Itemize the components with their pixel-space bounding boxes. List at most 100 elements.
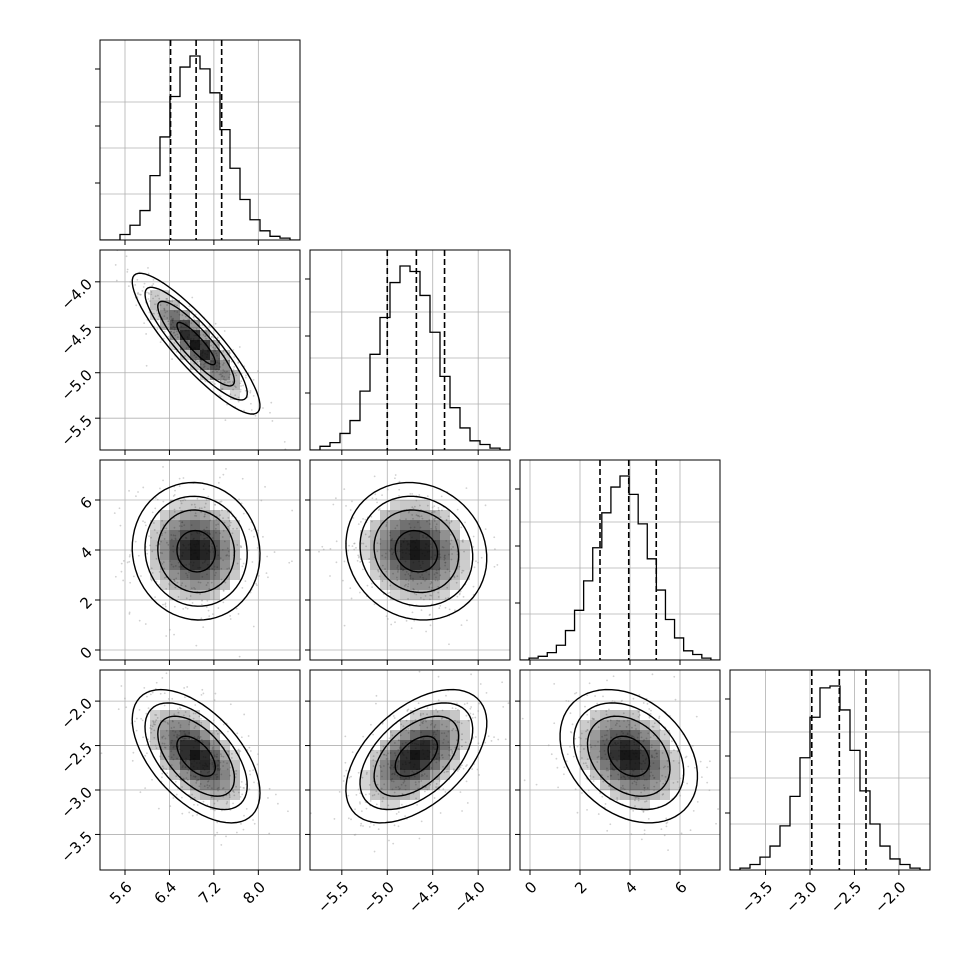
scatter-point <box>465 780 468 783</box>
scatter-point <box>623 788 626 791</box>
density-cell <box>450 520 460 530</box>
scatter-point <box>397 786 400 788</box>
scatter-point <box>237 791 240 794</box>
scatter-point <box>715 822 717 825</box>
scatter-point <box>226 370 228 373</box>
scatter-point <box>517 674 519 676</box>
scatter-point <box>202 692 205 695</box>
scatter-point <box>164 737 167 740</box>
scatter-point <box>447 515 450 518</box>
scatter-point <box>662 766 665 769</box>
scatter-point <box>586 713 589 716</box>
density-cell <box>220 360 230 370</box>
density-cell <box>430 530 440 540</box>
scatter-point <box>151 778 153 781</box>
scatter-point <box>594 710 597 713</box>
scatter-point <box>222 795 225 798</box>
density-cell <box>360 780 370 790</box>
density-cell <box>610 750 620 760</box>
scatter-point <box>161 552 164 555</box>
scatter-point <box>411 506 414 509</box>
scatter-point <box>343 624 346 627</box>
scatter-point <box>149 724 152 727</box>
scatter-point <box>173 493 176 496</box>
density-cell <box>170 760 180 770</box>
scatter-point <box>181 812 184 815</box>
scatter-point <box>453 576 456 579</box>
density-cell <box>390 510 400 520</box>
scatter-point <box>458 593 461 596</box>
scatter-point <box>161 736 164 738</box>
scatter-point <box>222 601 225 604</box>
scatter-point <box>165 587 168 590</box>
scatter-point <box>199 369 202 372</box>
scatter-point <box>556 766 559 769</box>
scatter-point <box>576 745 579 748</box>
scatter-point <box>630 833 633 836</box>
scatter-point <box>351 545 354 548</box>
scatter-point <box>392 842 395 845</box>
scatter-point <box>139 791 142 794</box>
scatter-point <box>606 679 608 682</box>
panel-3-3 <box>725 669 931 875</box>
scatter-point <box>664 780 667 782</box>
y-tick-label: −2.5 <box>58 739 96 777</box>
scatter-point <box>234 372 237 375</box>
scatter-point <box>434 724 437 726</box>
scatter-point <box>419 713 422 715</box>
scatter-point <box>201 688 204 691</box>
scatter-point <box>219 514 221 516</box>
scatter-point <box>155 309 158 312</box>
scatter-point <box>419 504 421 507</box>
density-cell <box>410 570 420 580</box>
scatter-point <box>666 821 669 824</box>
scatter-point <box>425 720 427 723</box>
density-cell <box>180 560 190 570</box>
scatter-point <box>193 362 196 365</box>
scatter-point <box>639 731 642 734</box>
scatter-point <box>396 570 399 573</box>
scatter-point <box>662 782 665 785</box>
scatter-point <box>156 328 159 330</box>
scatter-point <box>434 526 437 528</box>
scatter-point <box>257 529 260 532</box>
scatter-point <box>400 723 403 726</box>
density-cell <box>420 710 430 720</box>
scatter-point <box>429 582 432 585</box>
scatter-point <box>574 692 576 695</box>
scatter-point <box>245 807 248 810</box>
scatter-point <box>350 818 352 821</box>
scatter-point <box>381 800 384 803</box>
density-cell <box>630 770 640 780</box>
scatter-point <box>380 749 383 752</box>
scatter-point <box>143 322 146 325</box>
scatter-point <box>228 359 231 362</box>
scatter-point <box>227 516 230 519</box>
scatter-point <box>354 833 357 836</box>
density-cell <box>160 710 170 720</box>
scatter-point <box>193 587 195 589</box>
scatter-point <box>379 766 382 769</box>
scatter-point <box>192 328 195 331</box>
scatter-point <box>148 740 151 743</box>
scatter-point <box>357 523 360 525</box>
scatter-point <box>590 746 593 749</box>
density-cell <box>230 750 240 760</box>
scatter-point <box>253 822 256 825</box>
scatter-point <box>113 512 116 514</box>
density-cell <box>230 370 240 380</box>
density-cell <box>370 520 380 530</box>
scatter-point <box>437 591 440 594</box>
scatter-point <box>154 507 157 510</box>
density-cell <box>190 520 200 530</box>
scatter-point <box>195 514 198 517</box>
scatter-point <box>185 597 188 600</box>
scatter-point <box>202 626 205 628</box>
scatter-point <box>478 702 481 705</box>
panel-frame <box>99 459 301 661</box>
scatter-point <box>372 824 375 826</box>
scatter-point <box>582 762 585 765</box>
panel-3-0 <box>95 669 301 875</box>
scatter-point <box>173 510 176 513</box>
density-cell <box>460 730 470 740</box>
